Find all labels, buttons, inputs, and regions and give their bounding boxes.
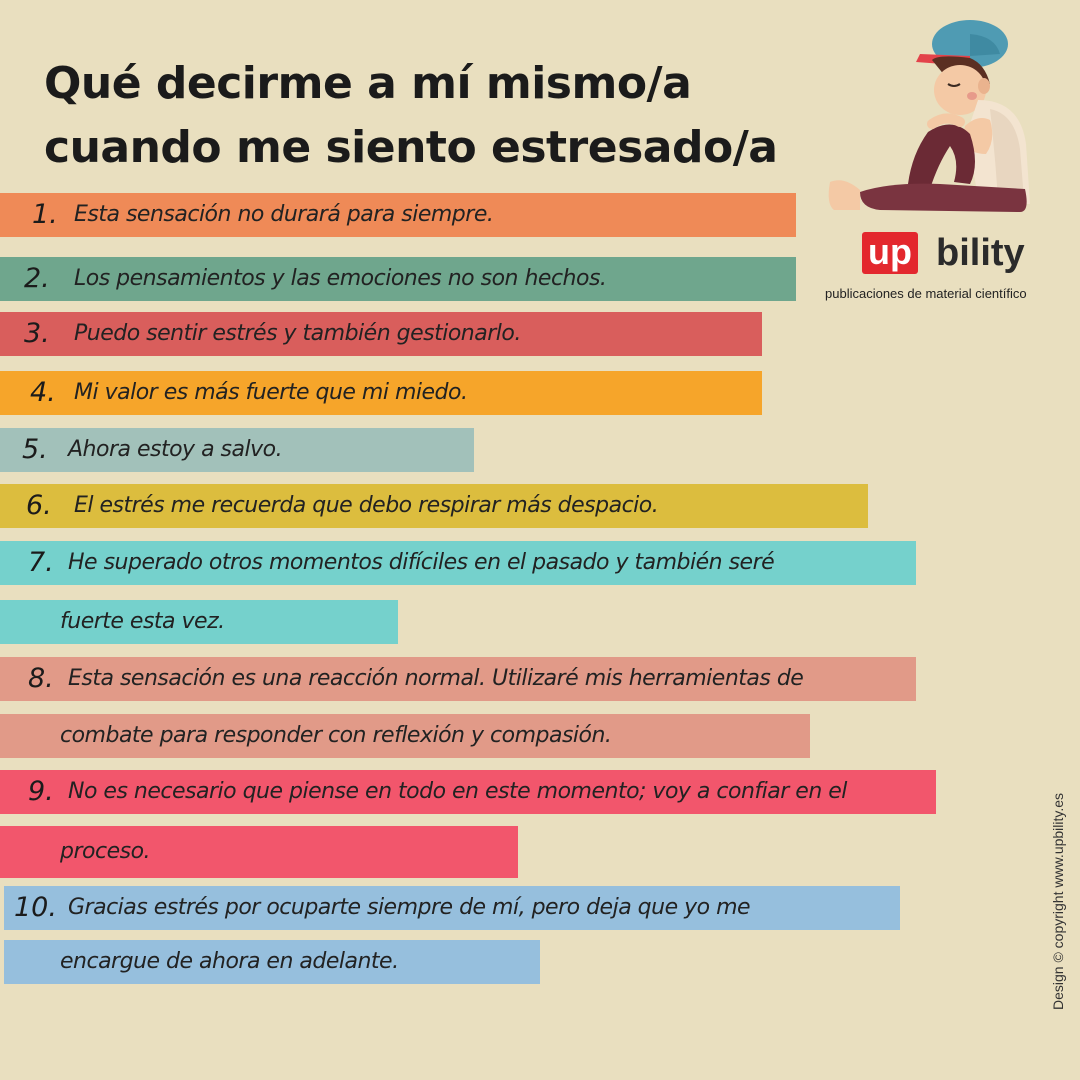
item-text: Mi valor es más fuerte que mi miedo.	[74, 380, 468, 405]
list-item-10: 10. Gracias estrés por ocuparte siempre …	[4, 886, 900, 930]
item-text: El estrés me recuerda que debo respirar …	[74, 493, 659, 518]
title-line-2: cuando me siento estresado/a	[44, 122, 778, 173]
item-number: 9.	[28, 776, 54, 807]
list-item-4: 4. Mi valor es más fuerte que mi miedo.	[0, 371, 762, 415]
item-text: Los pensamientos y las emociones no son …	[74, 266, 607, 291]
list-item-1: 1. Esta sensación no durará para siempre…	[0, 193, 796, 237]
list-item-9: 9. No es necesario que piense en todo en…	[0, 770, 936, 814]
item-text: Ahora estoy a salvo.	[68, 437, 283, 462]
item-number: 4.	[30, 377, 56, 408]
item-number: 7.	[28, 547, 54, 578]
item-text: Esta sensación es una reacción normal. U…	[68, 666, 804, 691]
item-text: Esta sensación no durará para siempre.	[74, 202, 494, 227]
list-item-8-continuation: combate para responder con reflexión y c…	[0, 714, 810, 758]
list-item-3: 3. Puedo sentir estrés y también gestion…	[0, 312, 762, 356]
logo-bility: bility	[936, 232, 1025, 274]
list-item-10-continuation: encargue de ahora en adelante.	[4, 940, 540, 984]
list-item-2: 2. Los pensamientos y las emociones no s…	[0, 257, 796, 301]
item-number: 1.	[32, 199, 58, 230]
list-item-6: 6. El estrés me recuerda que debo respir…	[0, 484, 868, 528]
title-line-1: Qué decirme a mí mismo/a	[44, 58, 692, 109]
item-text: No es necesario que piense en todo en es…	[68, 779, 847, 804]
item-text: encargue de ahora en adelante.	[60, 949, 399, 974]
item-text: fuerte esta vez.	[60, 609, 225, 634]
list-item-5: 5. Ahora estoy a salvo.	[0, 428, 474, 472]
item-text: combate para responder con reflexión y c…	[60, 723, 612, 748]
page-title: Qué decirme a mí mismo/a cuando me sient…	[44, 52, 884, 180]
list-item-8: 8. Esta sensación es una reacción normal…	[0, 657, 916, 701]
item-number: 2.	[24, 263, 50, 294]
item-number: 6.	[26, 490, 52, 521]
item-number: 8.	[28, 663, 54, 694]
list-item-7-continuation: fuerte esta vez.	[0, 600, 398, 644]
list-item-7: 7. He superado otros momentos difíciles …	[0, 541, 916, 585]
item-text: proceso.	[60, 839, 151, 864]
sad-boy-sitting-icon	[828, 20, 1030, 212]
logo-up: up	[862, 232, 918, 274]
list-item-9-continuation: proceso.	[0, 826, 518, 878]
copyright-text: Design © copyright www.upbility.es	[1050, 792, 1066, 1010]
item-number: 10.	[14, 892, 57, 923]
item-text: Gracias estrés por ocuparte siempre de m…	[68, 895, 751, 920]
item-number: 3.	[24, 318, 50, 349]
tagline: publicaciones de material científico	[825, 286, 1027, 301]
item-text: Puedo sentir estrés y también gestionarl…	[74, 321, 521, 346]
item-text: He superado otros momentos difíciles en …	[68, 550, 775, 575]
item-number: 5.	[22, 434, 48, 465]
